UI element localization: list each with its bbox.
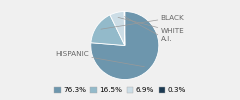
- Wedge shape: [91, 15, 125, 46]
- Wedge shape: [110, 12, 125, 46]
- Text: A.I.: A.I.: [125, 17, 172, 42]
- Text: HISPANIC: HISPANIC: [55, 51, 144, 67]
- Wedge shape: [124, 12, 125, 46]
- Text: BLACK: BLACK: [101, 15, 184, 29]
- Wedge shape: [91, 12, 159, 80]
- Legend: 76.3%, 16.5%, 6.9%, 0.3%: 76.3%, 16.5%, 6.9%, 0.3%: [51, 84, 189, 96]
- Text: WHITE: WHITE: [118, 17, 184, 34]
